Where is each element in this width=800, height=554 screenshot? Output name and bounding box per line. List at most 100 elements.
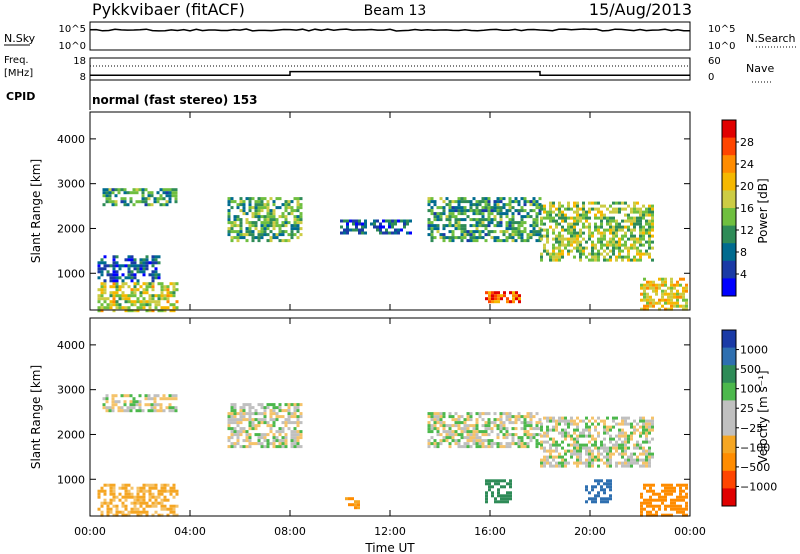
y-tick-label: 1000 — [57, 267, 85, 280]
freq-trace — [90, 70, 690, 76]
power-region — [102, 188, 178, 207]
power-cbar-tick-label: 16 — [740, 202, 754, 215]
nsearch-top-tick: 10^5 — [708, 24, 735, 35]
velocity-region — [102, 394, 178, 413]
velocity-cbar-swatch — [722, 435, 736, 454]
freq-top-tick: 18 — [73, 56, 86, 67]
nsky-strip: N.Sky 10^5 10^0 10^5 10^0 N.Search — [4, 21, 796, 52]
x-tick-label: 04:00 — [174, 525, 206, 538]
power-cbar-swatch — [722, 208, 736, 227]
velocity-cbar-tick-label: 1000 — [740, 344, 768, 357]
power-ylabel: Slant Range [km] — [29, 159, 43, 263]
power-region — [427, 197, 542, 243]
x-axis-title: Time UT — [364, 541, 415, 554]
velocity-cbar-swatch — [722, 488, 736, 507]
nave-top-tick: 60 — [708, 56, 721, 67]
velocity-cbar-tick-label: 500 — [740, 363, 761, 376]
power-cbar-tick-label: 8 — [740, 246, 747, 259]
velocity-region — [427, 412, 542, 449]
nave-bottom-tick: 0 — [708, 72, 714, 83]
power-cbar-swatch — [722, 278, 736, 297]
x-tick-label: 00:00 — [74, 525, 106, 538]
velocity-cbar-swatch — [722, 400, 736, 419]
power-region — [540, 201, 654, 262]
velocity-panel: 1000 2000 3000 4000 Slant Range [km] — [29, 317, 691, 517]
velocity-ylabel: Slant Range [km] — [29, 365, 43, 469]
power-cbar-tick-label: 4 — [740, 268, 747, 281]
y-tick-label: 4000 — [57, 133, 85, 146]
power-region — [227, 197, 303, 243]
velocity-cbar-tick-label: −100 — [740, 441, 770, 454]
power-cbar-swatch — [722, 120, 736, 139]
y-tick-label: 3000 — [57, 384, 85, 397]
power-region — [340, 219, 412, 235]
velocity-cbar-tick-label: −1000 — [740, 480, 777, 493]
y-tick-label: 1000 — [57, 473, 85, 486]
cpid-label: CPID — [6, 90, 35, 103]
power-region — [640, 277, 688, 311]
velocity-region — [585, 479, 612, 504]
velocity-region — [540, 416, 654, 468]
power-colorbar: 28 24 20 16 12 8 4 — [721, 119, 754, 297]
velocity-region — [640, 483, 688, 517]
power-cbar-swatch — [722, 225, 736, 244]
power-cbar-swatch — [722, 260, 736, 279]
velocity-region — [345, 497, 360, 510]
power-cbar-tick-label: 28 — [740, 136, 754, 149]
nsearch-label: N.Search — [746, 32, 796, 45]
y-tick-label: 4000 — [57, 339, 85, 352]
y-tick-label: 3000 — [57, 178, 85, 191]
y-tick-label: 2000 — [57, 222, 85, 235]
x-tick-label: 00:00 — [674, 525, 706, 538]
velocity-cbar-tick-label: −500 — [740, 461, 770, 474]
date-title: 15/Aug/2013 — [589, 0, 692, 19]
power-cbar-swatch — [722, 172, 736, 191]
power-cbar-swatch — [722, 190, 736, 209]
power-cbar-swatch — [722, 155, 736, 174]
power-cbar-swatch — [722, 243, 736, 262]
x-tick-label: 12:00 — [374, 525, 406, 538]
nsearch-bottom-tick: 10^0 — [708, 41, 735, 52]
velocity-cbar-swatch — [722, 365, 736, 384]
beam-title: Beam 13 — [364, 3, 427, 19]
power-cbar-tick-label: 20 — [740, 180, 754, 193]
power-cbar-tick-label: 12 — [740, 224, 754, 237]
velocity-cbar-swatch — [722, 382, 736, 401]
velocity-region — [485, 479, 512, 504]
y-tick-label: 2000 — [57, 428, 85, 441]
station-title: Pykkvibaer (fitACF) — [92, 0, 245, 19]
freq-label-2: [MHz] — [4, 68, 33, 79]
power-panel: 1000 2000 3000 4000 Slant Range [km] — [29, 111, 691, 313]
power-cbar-label: Power [dB] — [756, 178, 770, 243]
velocity-cbar-swatch — [722, 470, 736, 489]
nsky-trace — [89, 28, 691, 32]
nsky-top-tick: 10^5 — [59, 24, 86, 35]
freq-strip: Freq. [MHz] 18 8 60 0 Nave — [4, 55, 774, 83]
velocity-cbar-swatch — [722, 418, 736, 437]
nsky-label: N.Sky — [4, 32, 36, 45]
velocity-region — [97, 483, 179, 517]
nsky-bottom-tick: 10^0 — [59, 41, 86, 52]
velocity-region — [227, 403, 303, 449]
velocity-cbar-swatch — [722, 330, 736, 349]
velocity-cbar-label: Velocity [m s⁻¹] — [756, 370, 770, 463]
velocity-cbar-tick-label: −25 — [740, 422, 763, 435]
power-cbar-tick-label: 24 — [740, 158, 754, 171]
power-region — [97, 282, 179, 313]
freq-label-1: Freq. — [4, 55, 29, 66]
cpid-value: normal (fast stereo) 153 — [92, 93, 258, 107]
freq-bottom-tick: 8 — [80, 72, 86, 83]
x-tick-label: 08:00 — [274, 525, 306, 538]
velocity-colorbar: 1000 500 100 25 −25 −100 −500 −1000 — [721, 329, 777, 507]
velocity-cbar-tick-label: 100 — [740, 383, 761, 396]
power-region — [485, 291, 521, 304]
velocity-cbar-swatch — [722, 347, 736, 366]
velocity-cbar-swatch — [722, 453, 736, 472]
nave-label: Nave — [746, 62, 774, 75]
velocity-cbar-tick-label: 25 — [740, 402, 754, 415]
x-tick-label: 20:00 — [574, 525, 606, 538]
power-cbar-swatch — [722, 137, 736, 156]
power-region — [97, 255, 161, 283]
x-tick-label: 16:00 — [474, 525, 506, 538]
